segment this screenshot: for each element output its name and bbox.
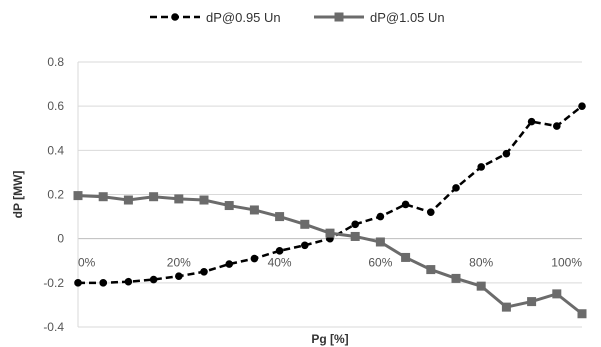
data-point xyxy=(527,297,537,307)
data-point xyxy=(325,228,335,238)
x-axis-ticks: 0% 20% 40% 60% 80% 100% xyxy=(78,256,582,270)
series-2 xyxy=(73,191,587,319)
data-point xyxy=(350,231,360,241)
data-point xyxy=(553,122,561,130)
legend-item-1: dP@0.95 Un xyxy=(150,10,281,25)
data-point xyxy=(452,184,460,192)
data-point xyxy=(351,220,360,229)
y-tick-label: 0.2 xyxy=(47,188,64,202)
data-point xyxy=(73,191,83,201)
legend-marker xyxy=(171,13,179,21)
data-point xyxy=(250,254,259,263)
data-point xyxy=(375,237,385,247)
data-point xyxy=(427,208,435,216)
y-axis-ticks: -0.4 -0.2 0 0.2 0.4 0.6 0.8 xyxy=(43,55,64,334)
data-point xyxy=(199,195,209,205)
y-axis-label: dP [MW] xyxy=(11,171,25,219)
data-point xyxy=(249,205,259,215)
data-point xyxy=(527,117,536,126)
y-tick-label: -0.2 xyxy=(43,276,64,290)
data-point xyxy=(476,281,486,291)
legend-marker xyxy=(334,12,344,22)
y-tick-label: 0.8 xyxy=(47,55,64,69)
data-point xyxy=(224,201,234,211)
data-point xyxy=(401,200,410,209)
y-tick-label: -0.4 xyxy=(43,320,64,334)
legend-label: dP@1.05 Un xyxy=(370,10,445,25)
x-tick-label: 60% xyxy=(368,256,392,270)
x-axis-label: Pg [%] xyxy=(311,332,348,346)
x-tick-label: 0% xyxy=(78,256,96,270)
data-point xyxy=(123,195,133,205)
data-point xyxy=(426,265,436,275)
data-point xyxy=(275,247,284,255)
x-tick-label: 100% xyxy=(551,256,582,270)
data-point xyxy=(552,289,562,299)
data-point xyxy=(124,277,133,286)
data-point xyxy=(578,102,586,110)
data-point xyxy=(301,241,309,250)
legend: dP@0.95 Un dP@1.05 Un xyxy=(150,10,445,25)
data-point xyxy=(300,219,310,229)
y-tick-label: 0.4 xyxy=(47,143,64,157)
data-point xyxy=(99,279,107,287)
data-point xyxy=(376,212,385,221)
data-point xyxy=(174,194,184,204)
data-point xyxy=(401,252,411,262)
data-point xyxy=(477,163,486,171)
y-tick-label: 0.6 xyxy=(47,99,64,113)
data-point xyxy=(275,212,285,222)
series-1 xyxy=(74,102,586,287)
data-point xyxy=(74,279,82,287)
data-point xyxy=(149,192,159,202)
x-tick-label: 80% xyxy=(469,256,493,270)
data-point xyxy=(175,272,183,281)
series-line xyxy=(77,194,583,315)
data-point xyxy=(200,267,208,276)
data-point xyxy=(577,309,587,319)
series-layer xyxy=(73,102,587,319)
data-point xyxy=(451,273,461,283)
y-tick-label: 0 xyxy=(57,232,64,246)
legend-label: dP@0.95 Un xyxy=(206,10,281,25)
legend-item-2: dP@1.05 Un xyxy=(314,10,445,25)
data-point xyxy=(501,302,511,312)
data-point xyxy=(149,275,158,284)
data-point xyxy=(98,192,108,202)
data-point xyxy=(225,260,233,268)
x-tick-label: 40% xyxy=(268,256,292,270)
x-tick-label: 20% xyxy=(167,256,191,270)
data-point xyxy=(502,149,511,158)
